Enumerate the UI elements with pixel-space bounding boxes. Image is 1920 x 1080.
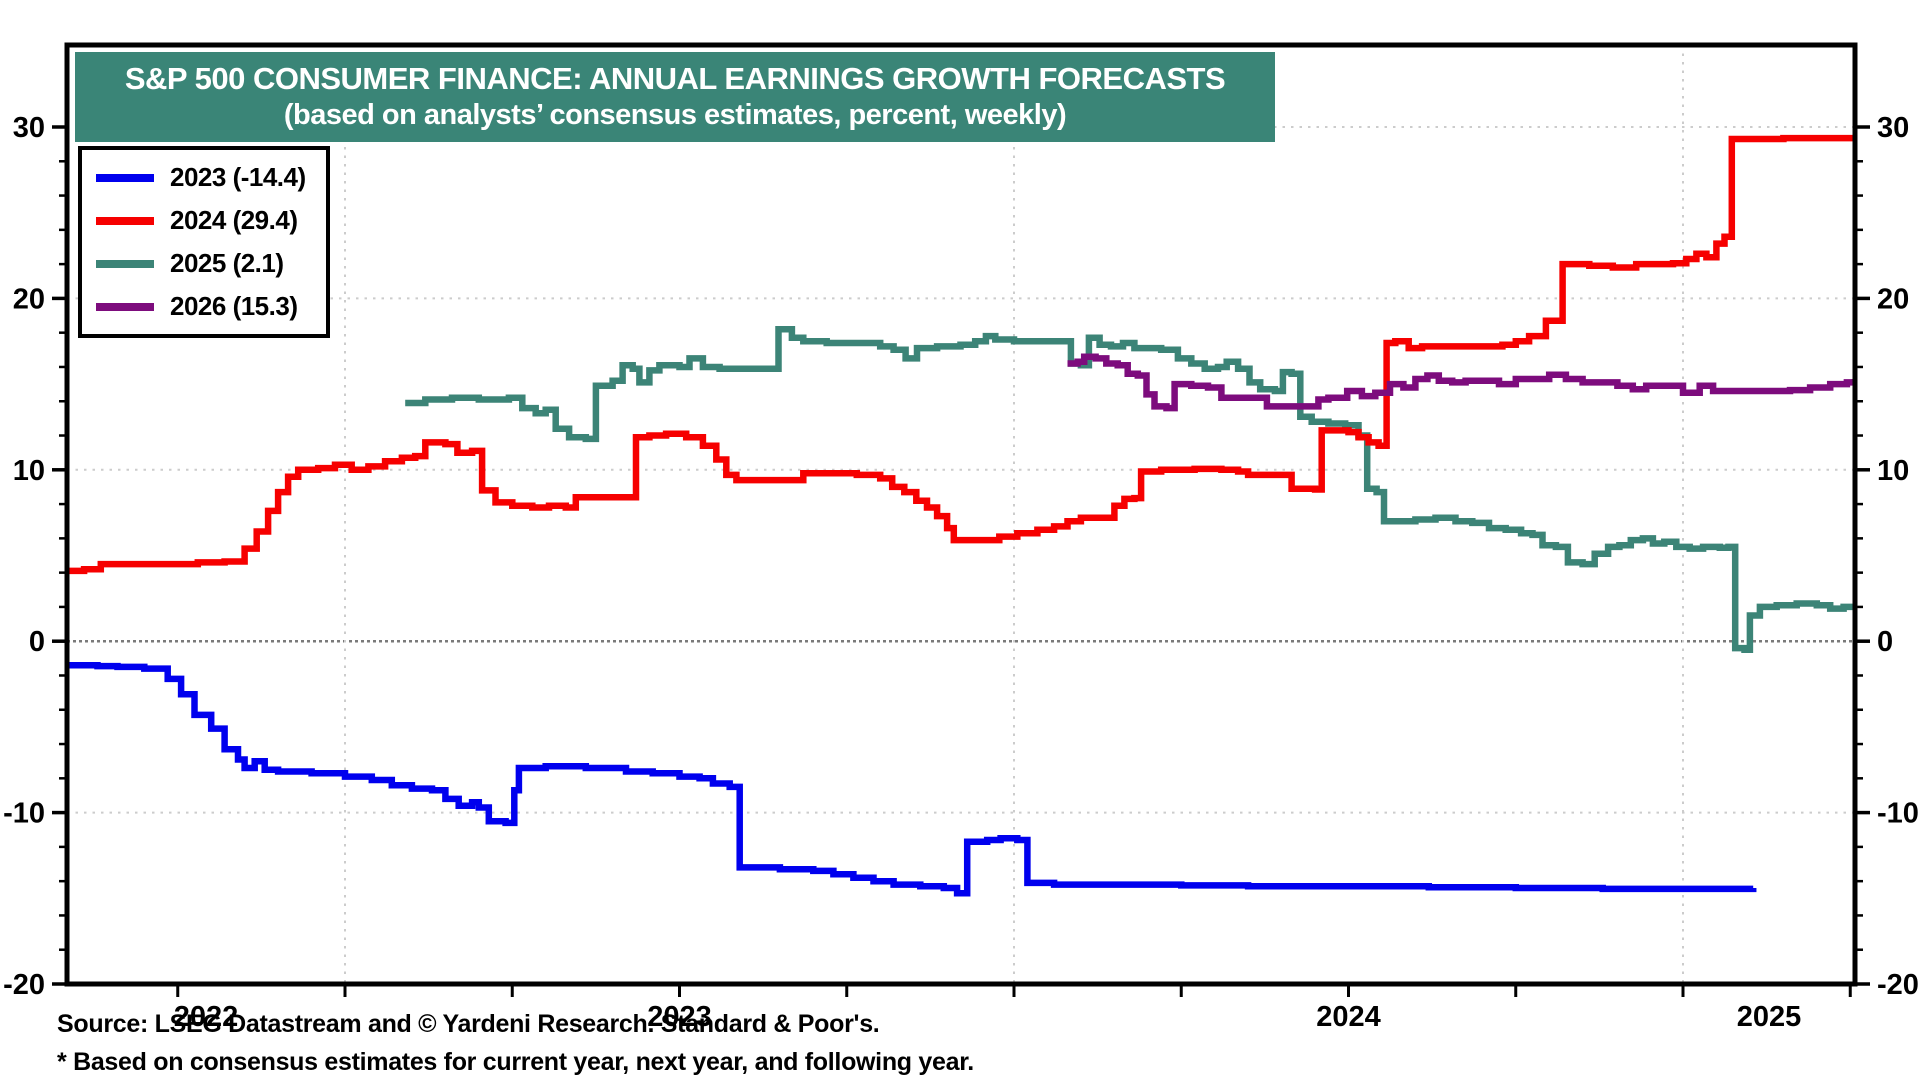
- series-line-2026: [1067, 353, 1855, 412]
- y-axis-label-left--10: -10: [3, 798, 45, 830]
- y-axis-label-right-30: 30: [1877, 112, 1909, 144]
- y-axis-label-right-20: 20: [1877, 283, 1909, 315]
- chart-title: S&P 500 CONSUMER FINANCE: ANNUAL EARNING…: [124, 61, 1226, 97]
- x-axis-label-2025: 2025: [1737, 1001, 1802, 1033]
- y-axis-label-left-0: 0: [29, 626, 45, 658]
- y-axis-label-right--20: -20: [1877, 969, 1919, 1001]
- chart-title-bar: S&P 500 CONSUMER FINANCE: ANNUAL EARNING…: [75, 52, 1275, 142]
- chart-subtitle: (based on analysts’ consensus estimates,…: [283, 98, 1067, 131]
- series-line-2023: [67, 661, 1757, 897]
- series-line-2025: [405, 326, 1855, 654]
- legend-label: 2025 (2.1): [170, 248, 284, 278]
- legend-label: 2026 (15.3): [170, 291, 298, 321]
- y-axis-label-left-20: 20: [13, 283, 45, 315]
- legend-item-2025: 2025 (2.1): [82, 244, 326, 284]
- legend-swatch: [96, 216, 154, 225]
- legend-box: 2023 (-14.4) 2024 (29.4) 2025 (2.1) 2026 (1…: [78, 146, 330, 338]
- y-axis-label-left--20: -20: [3, 969, 45, 1001]
- x-axis-label-2023: 2023: [647, 1001, 712, 1033]
- series-line-2024: [67, 134, 1855, 575]
- y-axis-label-right-0: 0: [1877, 626, 1893, 658]
- legend-swatch: [96, 173, 154, 182]
- legend-swatch: [96, 302, 154, 311]
- legend-label: 2024 (29.4): [170, 205, 298, 235]
- footnote: * Based on consensus estimates for curre…: [57, 1048, 974, 1076]
- source-note: Source: LSEG Datastream and © Yardeni Re…: [57, 1010, 880, 1038]
- legend-item-2024: 2024 (29.4): [82, 201, 326, 241]
- plot-frame: [64, 42, 1858, 987]
- x-axis-label-2022: 2022: [174, 1001, 239, 1033]
- y-axis-label-right--10: -10: [1877, 798, 1919, 830]
- legend-label: 2023 (-14.4): [170, 162, 306, 192]
- legend-item-2026: 2026 (15.3): [82, 287, 326, 327]
- y-axis-label-left-30: 30: [13, 112, 45, 144]
- legend-item-2023: 2023 (-14.4): [82, 158, 326, 198]
- y-axis-label-left-10: 10: [13, 455, 45, 487]
- x-axis-label-2024: 2024: [1316, 1001, 1381, 1033]
- y-axis-label-right-10: 10: [1877, 455, 1909, 487]
- legend-swatch: [96, 259, 154, 268]
